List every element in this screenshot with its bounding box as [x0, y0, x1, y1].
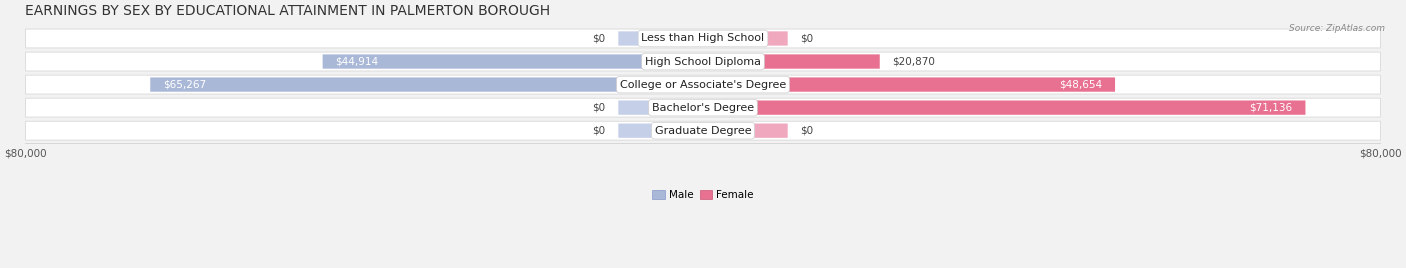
FancyBboxPatch shape	[25, 52, 1381, 71]
FancyBboxPatch shape	[150, 77, 703, 92]
Text: $0: $0	[800, 126, 814, 136]
FancyBboxPatch shape	[619, 31, 703, 46]
FancyBboxPatch shape	[25, 75, 1381, 94]
Text: College or Associate's Degree: College or Associate's Degree	[620, 80, 786, 90]
Text: $65,267: $65,267	[163, 80, 207, 90]
Text: $71,136: $71,136	[1250, 103, 1292, 113]
Text: $0: $0	[592, 34, 606, 43]
FancyBboxPatch shape	[619, 100, 703, 115]
Text: Less than High School: Less than High School	[641, 34, 765, 43]
FancyBboxPatch shape	[25, 121, 1381, 140]
Text: Graduate Degree: Graduate Degree	[655, 126, 751, 136]
Text: $44,914: $44,914	[335, 57, 378, 66]
FancyBboxPatch shape	[703, 31, 787, 46]
FancyBboxPatch shape	[25, 29, 1381, 48]
FancyBboxPatch shape	[703, 124, 787, 138]
Legend: Male, Female: Male, Female	[648, 186, 758, 204]
Text: $48,654: $48,654	[1059, 80, 1102, 90]
Text: Source: ZipAtlas.com: Source: ZipAtlas.com	[1289, 24, 1385, 33]
FancyBboxPatch shape	[703, 54, 880, 69]
Text: $0: $0	[800, 34, 814, 43]
Text: High School Diploma: High School Diploma	[645, 57, 761, 66]
FancyBboxPatch shape	[703, 100, 1305, 115]
Text: Bachelor's Degree: Bachelor's Degree	[652, 103, 754, 113]
FancyBboxPatch shape	[703, 77, 1115, 92]
Text: $20,870: $20,870	[893, 57, 935, 66]
FancyBboxPatch shape	[25, 98, 1381, 117]
Text: $0: $0	[592, 126, 606, 136]
FancyBboxPatch shape	[322, 54, 703, 69]
FancyBboxPatch shape	[619, 124, 703, 138]
Text: EARNINGS BY SEX BY EDUCATIONAL ATTAINMENT IN PALMERTON BOROUGH: EARNINGS BY SEX BY EDUCATIONAL ATTAINMEN…	[25, 4, 551, 18]
Text: $0: $0	[592, 103, 606, 113]
